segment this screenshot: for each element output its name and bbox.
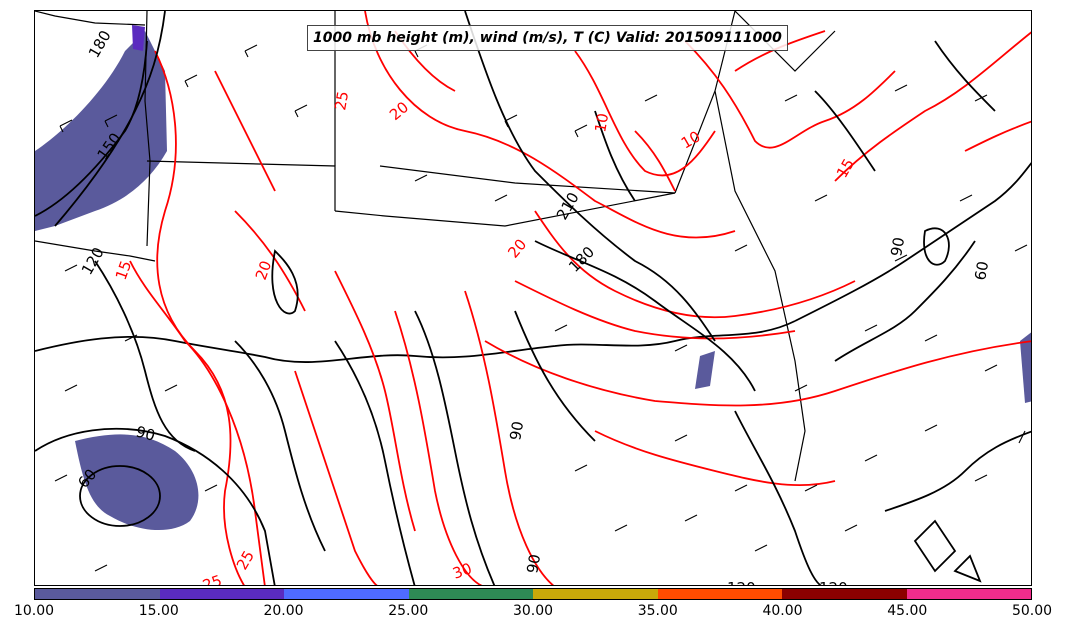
colorbar-tick-label: 10.00 bbox=[13, 603, 55, 619]
colorbar-tick-label: 50.00 bbox=[1011, 603, 1053, 619]
shade-southwest bbox=[75, 434, 199, 531]
colorbar-segment bbox=[906, 589, 1031, 599]
height-label: 60 bbox=[971, 260, 992, 282]
temperature-label: 10 bbox=[591, 112, 612, 134]
colorbar-segment bbox=[159, 589, 284, 599]
height-label: 120 bbox=[819, 579, 848, 586]
height-label: 180 bbox=[85, 27, 115, 61]
colorbar-segment bbox=[408, 589, 533, 599]
temperature-label: 15 bbox=[112, 258, 135, 282]
colorbar-segment bbox=[657, 589, 782, 599]
colorbar-tick-label: 15.00 bbox=[138, 603, 179, 619]
colorbar-segment bbox=[782, 589, 907, 599]
height-label: 180 bbox=[565, 243, 598, 276]
map-title: 1000 mb height (m), wind (m/s), T (C) Va… bbox=[307, 25, 788, 51]
map-canvas: 180 150 120 60 90 180 120 120 90 90 60 9… bbox=[35, 11, 1031, 586]
height-label: 90 bbox=[506, 420, 527, 442]
height-label: 90 bbox=[134, 422, 157, 444]
wind-barbs bbox=[54, 44, 1028, 572]
temperature-label: 20 bbox=[504, 235, 530, 261]
coastlines bbox=[35, 162, 1031, 583]
colorbar-segment bbox=[35, 589, 160, 599]
colorbar-tick-label: 20.00 bbox=[263, 603, 304, 619]
temperature-label: 25 bbox=[331, 90, 352, 112]
height-contour-labels: 180 150 120 60 90 180 120 120 90 90 60 9… bbox=[74, 27, 992, 586]
wind-shading bbox=[35, 25, 1031, 531]
colorbar-tick-label: 25.00 bbox=[388, 603, 429, 619]
height-label: 90 bbox=[887, 236, 908, 258]
height-label: 90 bbox=[523, 553, 544, 575]
shade-nw-purple bbox=[132, 25, 145, 51]
temperature-contours bbox=[129, 11, 1031, 585]
height-label: 120 bbox=[727, 579, 756, 586]
low-pressure-ring bbox=[79, 465, 161, 527]
height-contours bbox=[35, 11, 996, 585]
shade-northwest bbox=[35, 31, 167, 231]
temperature-label: 25 bbox=[200, 571, 224, 586]
colorbar-tick-label: 45.00 bbox=[887, 603, 928, 619]
colorbar bbox=[34, 588, 1032, 600]
temperature-label: 20 bbox=[252, 258, 275, 282]
colorbar-segment bbox=[284, 589, 409, 599]
map-panel: 180 150 120 60 90 180 120 120 90 90 60 9… bbox=[34, 10, 1032, 586]
temperature-label: 20 bbox=[386, 98, 412, 124]
temperature-label: 15 bbox=[833, 155, 858, 181]
colorbar-tick-label: 30.00 bbox=[512, 603, 554, 619]
temperature-label: 30 bbox=[450, 559, 474, 582]
shade-midstream bbox=[695, 351, 715, 389]
colorbar-tick-label: 35.00 bbox=[637, 603, 678, 619]
colorbar-segment bbox=[533, 589, 658, 599]
shade-east bbox=[1020, 332, 1031, 403]
colorbar-tick-label: 40.00 bbox=[762, 603, 803, 619]
